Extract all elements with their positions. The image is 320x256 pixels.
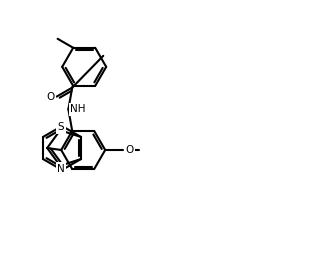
Text: NH: NH [70,104,86,114]
Text: O: O [46,92,55,102]
Text: N: N [57,164,65,174]
Text: S: S [58,122,64,132]
Text: O: O [125,145,133,155]
